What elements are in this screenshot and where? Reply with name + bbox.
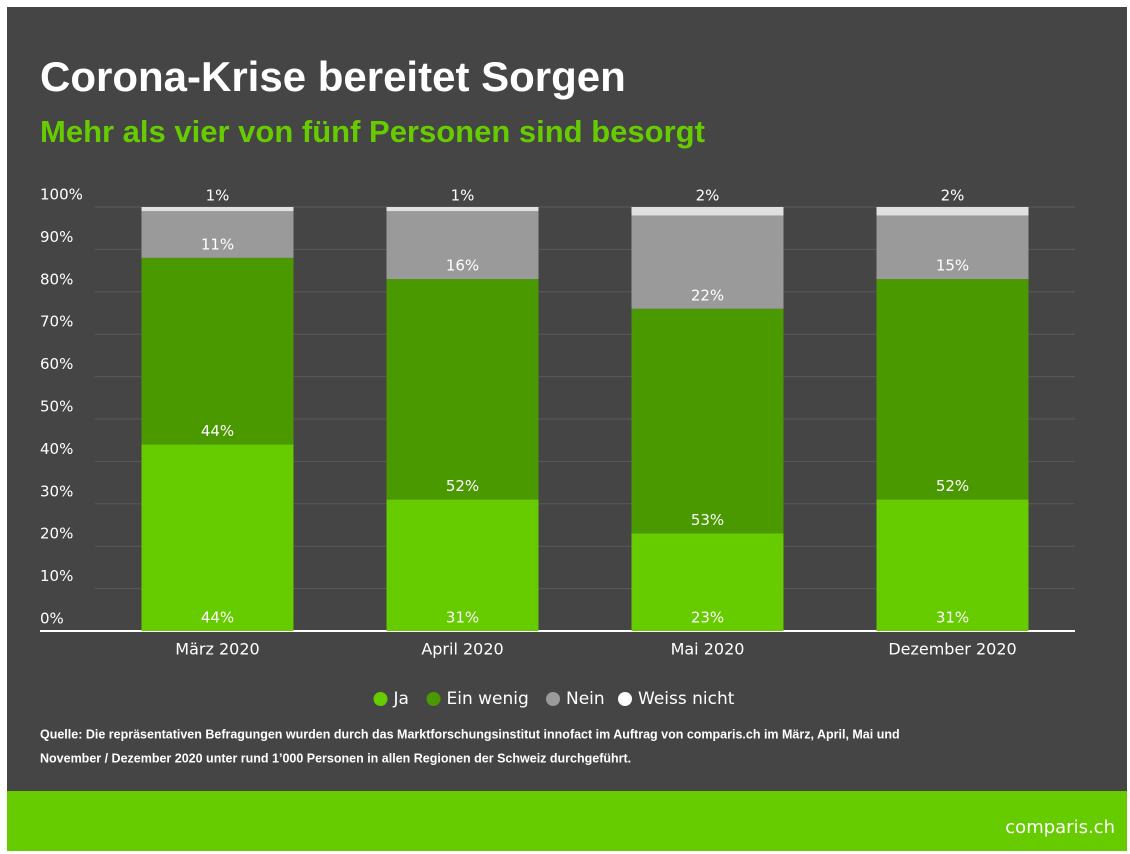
legend-label: Ja xyxy=(393,689,409,709)
bar-segment xyxy=(876,207,1029,216)
data-label: 31% xyxy=(936,609,969,627)
y-tick-label: 90% xyxy=(40,228,73,246)
y-tick-label: 10% xyxy=(40,567,73,585)
data-label: 1% xyxy=(451,187,475,205)
bar-segment xyxy=(141,257,294,445)
data-label: 44% xyxy=(201,422,234,440)
data-label: 53% xyxy=(691,511,724,529)
data-label: 23% xyxy=(691,609,724,627)
bar-segment xyxy=(386,207,539,212)
bar-segment xyxy=(141,211,294,258)
bar-segment xyxy=(386,499,539,631)
data-label: 31% xyxy=(446,609,479,627)
data-label: 16% xyxy=(446,257,479,275)
data-label: 15% xyxy=(936,257,969,275)
bar-segment xyxy=(876,279,1029,500)
y-tick-label: 0% xyxy=(40,610,64,628)
data-label: 52% xyxy=(936,477,969,495)
legend-swatch xyxy=(546,692,560,706)
bar-segment xyxy=(141,444,294,631)
data-label: 2% xyxy=(696,187,720,205)
y-tick-label: 100% xyxy=(40,186,83,204)
source-note: November / Dezember 2020 unter rund 1’00… xyxy=(40,751,631,765)
chart-subtitle: Mehr als vier von fünf Personen sind bes… xyxy=(40,114,705,149)
bar-segment xyxy=(631,308,784,534)
bar-segment xyxy=(631,207,784,216)
data-label: 1% xyxy=(206,187,230,205)
x-tick-label: Mai 2020 xyxy=(671,640,745,659)
y-tick-label: 70% xyxy=(40,313,73,331)
data-label: 2% xyxy=(941,187,965,205)
y-tick-label: 30% xyxy=(40,482,73,500)
y-tick-label: 80% xyxy=(40,270,73,288)
legend-swatch xyxy=(618,692,632,706)
chart-title: Corona-Krise bereitet Sorgen xyxy=(40,53,626,100)
bar-segment xyxy=(386,211,539,280)
legend-label: Nein xyxy=(566,689,605,709)
x-tick-label: Dezember 2020 xyxy=(888,640,1016,659)
data-label: 52% xyxy=(446,477,479,495)
bar-segment xyxy=(631,215,784,309)
legend-label: Weiss nicht xyxy=(638,689,735,709)
bar-segment xyxy=(631,533,784,631)
data-label: 11% xyxy=(201,235,234,253)
bar-segment xyxy=(876,215,1029,280)
y-tick-label: 60% xyxy=(40,355,73,373)
data-label: 44% xyxy=(201,609,234,627)
source-note: Quelle: Die repräsentativen Befragungen … xyxy=(40,727,900,741)
legend-swatch xyxy=(426,692,441,706)
footer-band xyxy=(7,791,1127,851)
y-tick-label: 50% xyxy=(40,398,73,416)
data-label: 22% xyxy=(691,286,724,304)
bar-segment xyxy=(876,499,1029,631)
y-tick-label: 20% xyxy=(40,525,73,543)
x-tick-label: März 2020 xyxy=(175,640,259,659)
legend-label: Ein wenig xyxy=(447,689,529,709)
bar-segment xyxy=(386,279,539,500)
bar-segment xyxy=(141,207,294,212)
x-tick-label: April 2020 xyxy=(421,640,503,659)
legend-swatch xyxy=(373,692,388,706)
y-tick-label: 40% xyxy=(40,440,73,458)
brand: comparis.ch xyxy=(1005,817,1115,838)
